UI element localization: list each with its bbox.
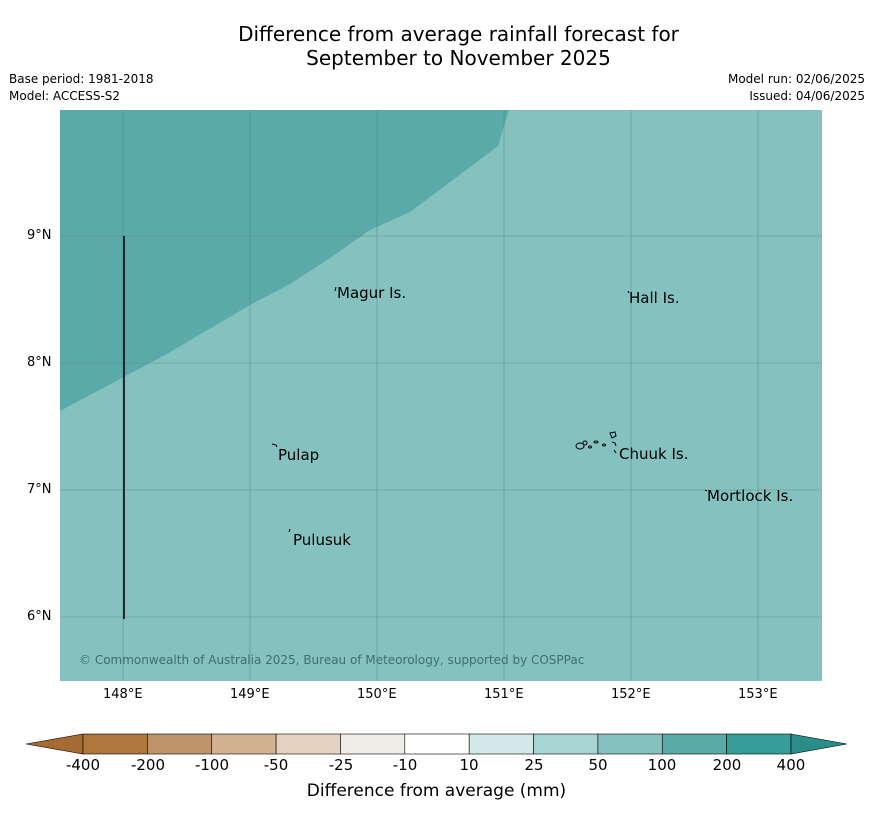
- colorbar-segment: [468, 733, 534, 755]
- colorbar-segment: [533, 733, 599, 755]
- colorbar-segment: [404, 733, 470, 755]
- island-outlines: [271, 286, 708, 533]
- colorbar-label-10: 100: [647, 756, 677, 774]
- place-chuuk: Chuuk Is.: [619, 445, 689, 463]
- chart-title: Difference from average rainfall forecas…: [0, 22, 873, 70]
- colorbar-label-12: 400: [776, 756, 806, 774]
- colorbar-segment: [661, 733, 727, 755]
- title-line-2: September to November 2025: [306, 46, 611, 70]
- lon-label-148: 148°E: [103, 687, 143, 702]
- meta-left: Base period: 1981-2018 Model: ACCESS-S2: [9, 71, 154, 105]
- issued-date: Issued: 04/06/2025: [749, 89, 865, 103]
- place-pulap: Pulap: [278, 446, 320, 464]
- pulusuk-island-shape: [288, 528, 291, 533]
- base-period: Base period: 1981-2018: [9, 72, 154, 86]
- magur-island-shape: [334, 286, 337, 292]
- colorbar-extend-high: [790, 733, 848, 755]
- lon-label-149: 149°E: [230, 687, 270, 702]
- colorbar-label-6: -10: [392, 756, 418, 774]
- colorbar-segment: [147, 733, 213, 755]
- lat-label-8: 8°N: [27, 355, 52, 370]
- model-name: Model: ACCESS-S2: [9, 89, 121, 103]
- model-run: Model run: 02/06/2025: [727, 72, 865, 86]
- lat-label-6: 6°N: [27, 609, 52, 624]
- place-pulusuk: Pulusuk: [293, 531, 351, 549]
- meta-right: Model run: 02/06/2025 Issued: 04/06/2025: [728, 71, 865, 105]
- colorbar-segment: [211, 733, 277, 755]
- lat-label-7: 7°N: [27, 482, 52, 497]
- wetter-region: [60, 110, 509, 411]
- place-hall: Hall Is.: [629, 289, 680, 307]
- colorbar-label-9: 50: [588, 756, 608, 774]
- colorbar-segment: [597, 733, 663, 755]
- hall-island-shape: [627, 290, 630, 294]
- title-line-1: Difference from average rainfall forecas…: [238, 22, 679, 46]
- colorbar-label-8: 25: [524, 756, 544, 774]
- colorbar-segment: [340, 733, 406, 755]
- lon-label-151: 151°E: [484, 687, 524, 702]
- colorbar-title: Difference from average (mm): [306, 781, 567, 801]
- lat-label-9: 9°N: [27, 228, 52, 243]
- colorbar-label-11: 200: [712, 756, 742, 774]
- place-mortlock: Mortlock Is.: [707, 487, 794, 505]
- colorbar-segment: [275, 733, 341, 755]
- place-magur: Magur Is.: [337, 284, 407, 302]
- colorbar-extend-low: [25, 733, 84, 755]
- colorbar-segment: [82, 733, 148, 755]
- lon-label-150: 150°E: [357, 687, 397, 702]
- lon-label-153: 153°E: [738, 687, 778, 702]
- colorbar-segment: [726, 733, 792, 755]
- colorbar-label-3: -100: [194, 756, 230, 774]
- copyright-notice: © Commonwealth of Australia 2025, Bureau…: [79, 653, 585, 667]
- gridlines: [60, 110, 822, 681]
- lon-label-152: 152°E: [611, 687, 651, 702]
- colorbar-label-4: -50: [263, 756, 289, 774]
- map-plot: [60, 110, 822, 681]
- pulap-island-shape: [271, 443, 278, 448]
- mortlock-island-shape: [704, 489, 708, 492]
- colorbar-label-7: 10: [459, 756, 479, 774]
- colorbar-label-1: -400: [65, 756, 101, 774]
- colorbar-label-5: -25: [328, 756, 354, 774]
- chuuk-island-shapes: [575, 431, 617, 454]
- colorbar-label-2: -200: [130, 756, 166, 774]
